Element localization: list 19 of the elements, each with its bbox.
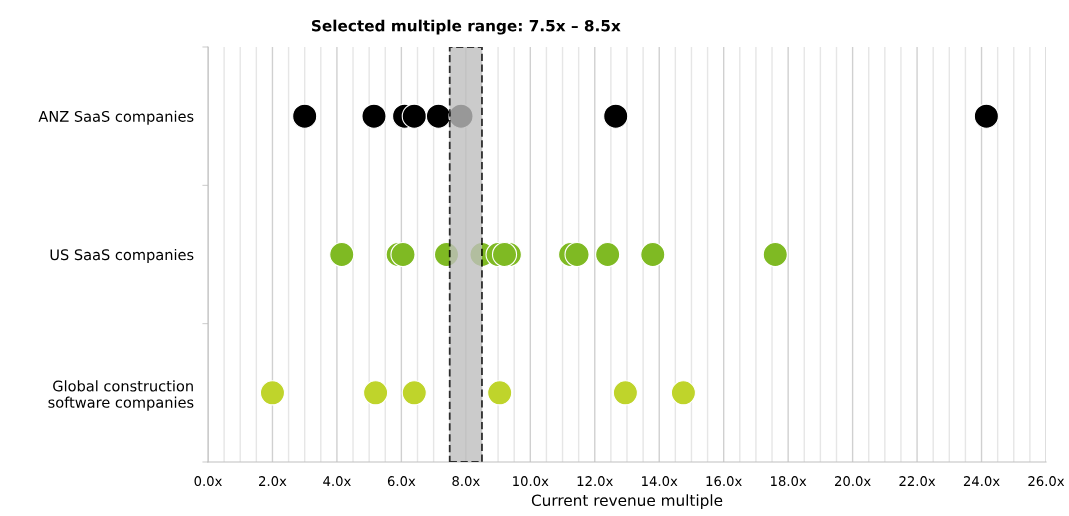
y-tick-label: US SaaS companies [50, 248, 194, 264]
y-tick-label: ANZ SaaS companies [38, 110, 194, 125]
x-tick-label: 10.0x [513, 476, 549, 487]
x-tick-label: 8.0x [452, 476, 480, 487]
x-tick-label: 20.0x [834, 476, 871, 487]
x-tick-label: 16.0x [706, 476, 742, 487]
x-tick-label: 24.0x [963, 476, 1000, 487]
x-tick-label: 2.0x [259, 476, 287, 487]
x-tick-label: 18.0x [771, 476, 807, 487]
band-label: Selected multiple range: 7.5x – 8.5x [311, 19, 621, 35]
y-tick-label: Global construction software companies [48, 380, 194, 411]
x-axis-title: Current revenue multiple [531, 494, 723, 509]
x-tick-label: 4.0x [323, 476, 351, 487]
x-tick-label: 6.0x [387, 476, 416, 487]
x-tick-label: 26.0x [1028, 476, 1065, 487]
x-tick-label: 14.0x [642, 476, 678, 487]
x-tick-label: 12.0x [577, 476, 613, 487]
x-tick-label: 0.0x [194, 476, 222, 487]
x-tick-label: 22.0x [899, 476, 936, 487]
